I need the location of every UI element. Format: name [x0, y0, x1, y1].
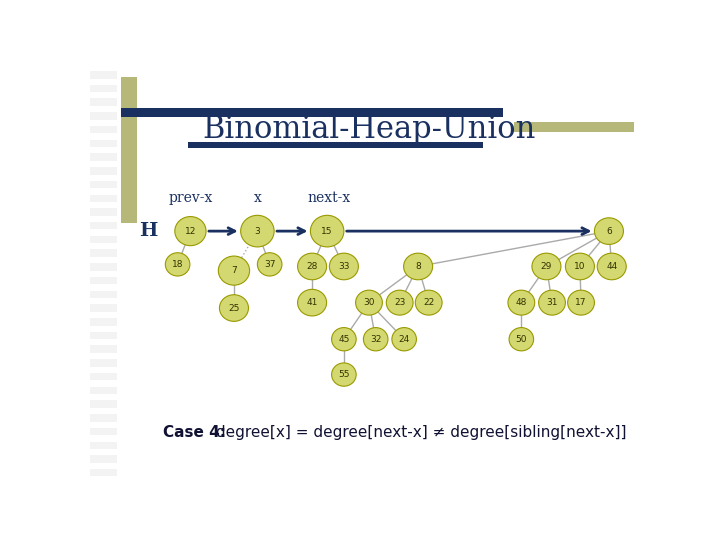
Text: prev-x: prev-x: [168, 191, 212, 205]
Ellipse shape: [218, 256, 250, 285]
Ellipse shape: [310, 215, 344, 247]
Bar: [90, 249, 117, 257]
Bar: [514, 122, 634, 132]
Bar: [90, 305, 117, 312]
Bar: [90, 181, 117, 188]
Bar: [90, 332, 117, 339]
Text: Binomial-Heap-Union: Binomial-Heap-Union: [202, 114, 536, 145]
Text: 10: 10: [574, 262, 585, 271]
Ellipse shape: [387, 290, 413, 315]
Bar: [90, 263, 117, 271]
Ellipse shape: [532, 253, 561, 280]
Text: 31: 31: [546, 298, 558, 307]
Text: 44: 44: [606, 262, 617, 271]
Bar: [90, 112, 117, 120]
Text: 29: 29: [541, 262, 552, 271]
Text: 41: 41: [307, 298, 318, 307]
Ellipse shape: [332, 328, 356, 351]
Text: 17: 17: [575, 298, 587, 307]
Ellipse shape: [508, 290, 535, 315]
Bar: [90, 167, 117, 174]
Ellipse shape: [567, 290, 595, 315]
Text: 48: 48: [516, 298, 527, 307]
Text: 7: 7: [231, 266, 237, 275]
Bar: [90, 222, 117, 230]
Text: 6: 6: [606, 227, 612, 235]
Text: 3: 3: [255, 227, 260, 235]
Bar: [90, 277, 117, 285]
Bar: [90, 414, 117, 422]
Bar: [90, 235, 117, 243]
Ellipse shape: [332, 363, 356, 386]
Bar: [90, 153, 117, 161]
Text: 37: 37: [264, 260, 276, 269]
Bar: [90, 126, 117, 133]
Bar: [90, 71, 117, 78]
Bar: [90, 85, 117, 92]
Bar: [90, 387, 117, 394]
Text: Case 4:: Case 4:: [163, 426, 225, 440]
Ellipse shape: [364, 328, 388, 351]
Ellipse shape: [356, 290, 382, 315]
Text: 45: 45: [338, 335, 350, 344]
Text: next-x: next-x: [307, 191, 351, 205]
Bar: [90, 98, 117, 106]
Bar: [90, 469, 117, 476]
Ellipse shape: [415, 290, 442, 315]
Bar: [90, 359, 117, 367]
Text: 8: 8: [415, 262, 421, 271]
Ellipse shape: [392, 328, 416, 351]
Ellipse shape: [297, 253, 327, 280]
Bar: [90, 346, 117, 353]
Ellipse shape: [595, 218, 624, 245]
Ellipse shape: [166, 253, 190, 276]
Bar: [90, 318, 117, 326]
Ellipse shape: [404, 253, 433, 280]
Ellipse shape: [565, 253, 595, 280]
Text: 33: 33: [338, 262, 350, 271]
Ellipse shape: [297, 289, 327, 316]
Bar: [90, 208, 117, 216]
Ellipse shape: [240, 215, 274, 247]
Ellipse shape: [509, 328, 534, 351]
Ellipse shape: [220, 295, 248, 321]
Text: degree[x] = degree[next-x] ≠ degree[sibling[next-x]]: degree[x] = degree[next-x] ≠ degree[sibl…: [212, 426, 627, 440]
Ellipse shape: [539, 290, 565, 315]
Text: 55: 55: [338, 370, 350, 379]
Ellipse shape: [258, 253, 282, 276]
Bar: [90, 291, 117, 298]
Text: 22: 22: [423, 298, 434, 307]
Ellipse shape: [597, 253, 626, 280]
Bar: [90, 194, 117, 202]
Text: 50: 50: [516, 335, 527, 344]
Text: 25: 25: [228, 303, 240, 313]
Text: 30: 30: [364, 298, 374, 307]
Text: 23: 23: [394, 298, 405, 307]
Text: 32: 32: [370, 335, 382, 344]
Ellipse shape: [329, 253, 359, 280]
Bar: [90, 400, 117, 408]
Text: H: H: [140, 222, 158, 240]
Text: 15: 15: [321, 227, 333, 235]
Bar: [90, 373, 117, 380]
Text: x: x: [253, 191, 261, 205]
Bar: [90, 428, 117, 435]
Bar: [188, 141, 483, 148]
Ellipse shape: [175, 217, 206, 246]
Text: 28: 28: [307, 262, 318, 271]
Text: 24: 24: [399, 335, 410, 344]
Bar: [121, 107, 503, 117]
Bar: [90, 442, 117, 449]
Bar: [90, 455, 117, 463]
Bar: [121, 77, 138, 223]
Bar: [90, 140, 117, 147]
Text: 12: 12: [185, 227, 196, 235]
Text: 18: 18: [172, 260, 184, 269]
